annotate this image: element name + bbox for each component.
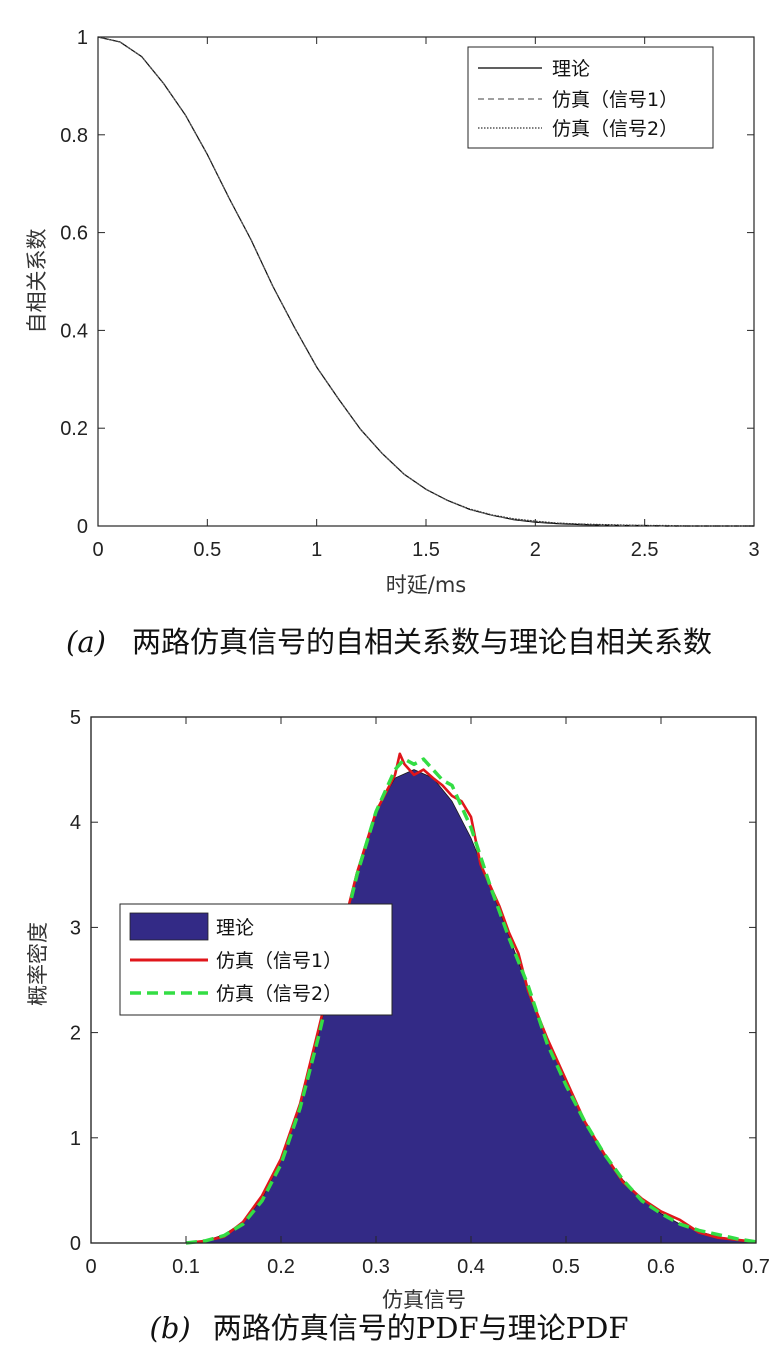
x-tick-label: 0 <box>85 1256 96 1278</box>
x-tick-label: 0.2 <box>267 1256 295 1278</box>
y-tick-label: 0.8 <box>60 125 88 147</box>
x-axis-label-a: 时延/ms <box>386 573 466 597</box>
x-tick-label: 0.4 <box>457 1256 485 1278</box>
legend-label-sim1-a: 仿真（信号1） <box>552 89 678 111</box>
caption-b: (b) 两路仿真信号的PDF与理论PDF <box>150 1311 629 1345</box>
legend-label-theory-b: 理论 <box>216 917 254 939</box>
y-tick-label: 0.4 <box>60 320 88 342</box>
plot-frame-b <box>90 716 757 1244</box>
legend-label-sim2-b: 仿真（信号2） <box>216 983 342 1005</box>
y-tick-label: 1 <box>77 27 88 49</box>
x-tick-label: 0.7 <box>742 1256 770 1278</box>
legend-swatch-theory-b <box>129 912 209 941</box>
pdf-chart: 0 0.1 0.2 0.3 0.4 0.5 0.6 0.7 0 1 2 3 4 5 仿真信号 概率密度 理… <box>26 707 770 1345</box>
x-tick-label: 0.3 <box>362 1256 390 1278</box>
y-tick-label: 4 <box>70 812 81 834</box>
x-tick-label: 0 <box>92 539 103 561</box>
series-line-sim2 <box>185 757 757 1245</box>
legend-b: 理论 仿真（信号1） 仿真（信号2） <box>119 903 393 1016</box>
x-tick-label: 2 <box>530 539 541 561</box>
series-group-b <box>91 752 757 1245</box>
y-tick-label: 1 <box>70 1128 81 1150</box>
y-axis-label-a: 自相关系数 <box>25 229 49 334</box>
legend-label-theory-a: 理论 <box>552 58 590 80</box>
x-axis-label-b: 仿真信号 <box>382 1288 466 1312</box>
legend-label-sim2-a: 仿真（信号2） <box>552 118 678 140</box>
caption-tag-a: (a) <box>66 625 106 659</box>
y-tick-label: 0.6 <box>60 223 88 245</box>
x-tick-label: 1.5 <box>412 539 440 561</box>
autocorrelation-chart: 0 0.5 1 1.5 2 2.5 300.20.40.60.81 时延/ms 自相关系数 … <box>25 27 760 659</box>
y-tick-label: 5 <box>70 707 81 729</box>
caption-a: (a) 两路仿真信号的自相关系数与理论自相关系数 <box>66 625 712 659</box>
legend-box-a <box>467 46 714 149</box>
x-tick-label: 1 <box>311 539 322 561</box>
y-tick-label: 0.2 <box>60 418 88 440</box>
caption-text-b: 两路仿真信号的PDF与理论PDF <box>213 1311 629 1345</box>
x-tick-label: 0.5 <box>552 1256 580 1278</box>
legend-label-sim1-b: 仿真（信号1） <box>216 950 342 972</box>
tick-group-b: 0 0.1 0.2 0.3 0.4 0.5 0.6 0.7 0 1 2 3 4 5 <box>70 707 770 1278</box>
legend-a: 理论 仿真（信号1） 仿真（信号2） <box>467 46 714 149</box>
x-tick-label: 0.5 <box>193 539 221 561</box>
y-tick-label: 0 <box>70 1233 81 1255</box>
tick-group-a: 0 0.5 1 1.5 2 2.5 3 0 0.2 0.4 0.6 0.8 1 <box>60 27 759 561</box>
x-tick-label: 2.5 <box>631 539 659 561</box>
caption-text-a: 两路仿真信号的自相关系数与理论自相关系数 <box>132 625 712 659</box>
x-tick-label: 0.6 <box>647 1256 675 1278</box>
y-axis-label-b: 概率密度 <box>26 922 50 1006</box>
x-tick-label: 0.1 <box>172 1256 200 1278</box>
y-tick-label: 2 <box>70 1023 81 1045</box>
y-tick-label: 3 <box>70 917 81 939</box>
caption-tag-b: (b) <box>150 1311 191 1345</box>
y-tick-label: 0 <box>77 516 88 538</box>
x-tick-label: 3 <box>748 539 759 561</box>
